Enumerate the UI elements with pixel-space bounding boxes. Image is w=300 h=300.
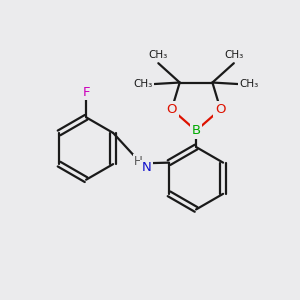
Text: B: B	[191, 124, 201, 137]
Text: H: H	[134, 155, 143, 168]
Text: CH₃: CH₃	[239, 79, 258, 89]
Text: CH₃: CH₃	[224, 50, 243, 60]
Text: F: F	[82, 85, 90, 98]
Text: CH₃: CH₃	[134, 79, 153, 89]
Text: CH₃: CH₃	[149, 50, 168, 60]
Text: O: O	[215, 103, 226, 116]
Text: O: O	[167, 103, 177, 116]
Text: N: N	[142, 161, 151, 174]
